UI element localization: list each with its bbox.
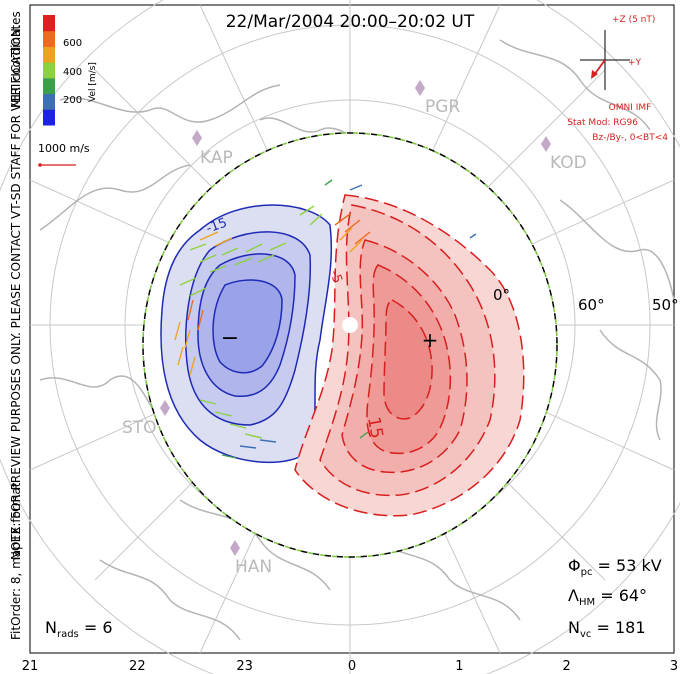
contour-label-neg5: -5 [326,268,345,285]
colorbar-segment [43,62,55,79]
mlt-tick-label: 22 [129,659,146,674]
station-han: HAN [235,557,272,577]
phi-pc-stat: Φpc = 53 kV [568,556,662,578]
colorbar-tick-600: 600 [63,38,82,49]
latitude-label-50: 50° [652,296,679,314]
contour-label-15: 15 [363,415,386,440]
station-pgr: PGR [425,97,460,117]
mlt-tick-label: 21 [22,659,39,674]
mlt-tick-label: 2 [563,659,571,674]
station-sto: STO [122,418,157,438]
imf-condition: Bz-/By-, 0<BT<4 [592,133,668,143]
station-kap: KAP [200,148,233,168]
imf-vector [593,59,606,76]
pole-marker [342,317,358,333]
mlt-tick-label: 0 [348,659,356,674]
positive-cell [294,194,525,517]
colorbar-segment [43,109,55,126]
mlt-tick-label: 1 [455,659,463,674]
imf-vector-head [591,70,598,79]
plot-frame [29,4,675,654]
potential-maximum-marker: + [422,328,439,352]
imf-y-label: +Y [628,58,642,68]
station-kod: KOD [550,153,587,173]
reference-vector-dot [38,163,42,167]
contour-label-neg15: -15 [204,215,229,236]
imf-model: Stat Mod: RG96 [567,118,638,128]
colorbar-tick-200: 200 [63,95,82,106]
hm-boundary-green [142,132,558,558]
lambda-hm-stat: ΛHM = 64° [568,586,647,608]
colorbar-segment [43,77,55,95]
colorbar-segment [43,30,55,47]
side-note: NOTE: FOR PREVIEW PURPOSES ONLY. PLEASE … [9,24,23,560]
mlt-axis: 21 22 23 0 1 2 3 [22,659,678,674]
velocity-vectors [174,179,477,459]
colorbar-tick-400: 400 [63,67,82,78]
reference-vector-label: 1000 m/s [38,142,90,155]
negative-cell [160,204,333,464]
n-rads-stat: Nrads = 6 [45,618,113,640]
station-markers [160,80,551,556]
colorbar-segment [43,15,55,32]
mlt-tick-label: 23 [236,659,253,674]
latitude-label-70: 0° [493,286,510,304]
map-title: 22/Mar/2004 20:00–20:02 UT [226,12,475,32]
colorbar-segment [43,46,55,63]
imf-source: OMNI IMF [609,103,652,113]
fit-order: FitOrder: 8, mapEX format [9,482,23,640]
colorbar-segment [43,93,55,110]
n-vc-stat: Nvc = 181 [568,618,646,640]
colorbar-label: Vel [m/s] [88,62,98,102]
velocity-colorbar [43,15,55,126]
latitude-label-60: 60° [578,296,605,314]
mlt-tick-label: 3 [670,659,678,674]
potential-minimum-marker: − [221,326,239,351]
mlt-coordinates-label: MLT coordinates [9,11,23,108]
imf-z-label: +Z (5 nT) [612,15,655,25]
